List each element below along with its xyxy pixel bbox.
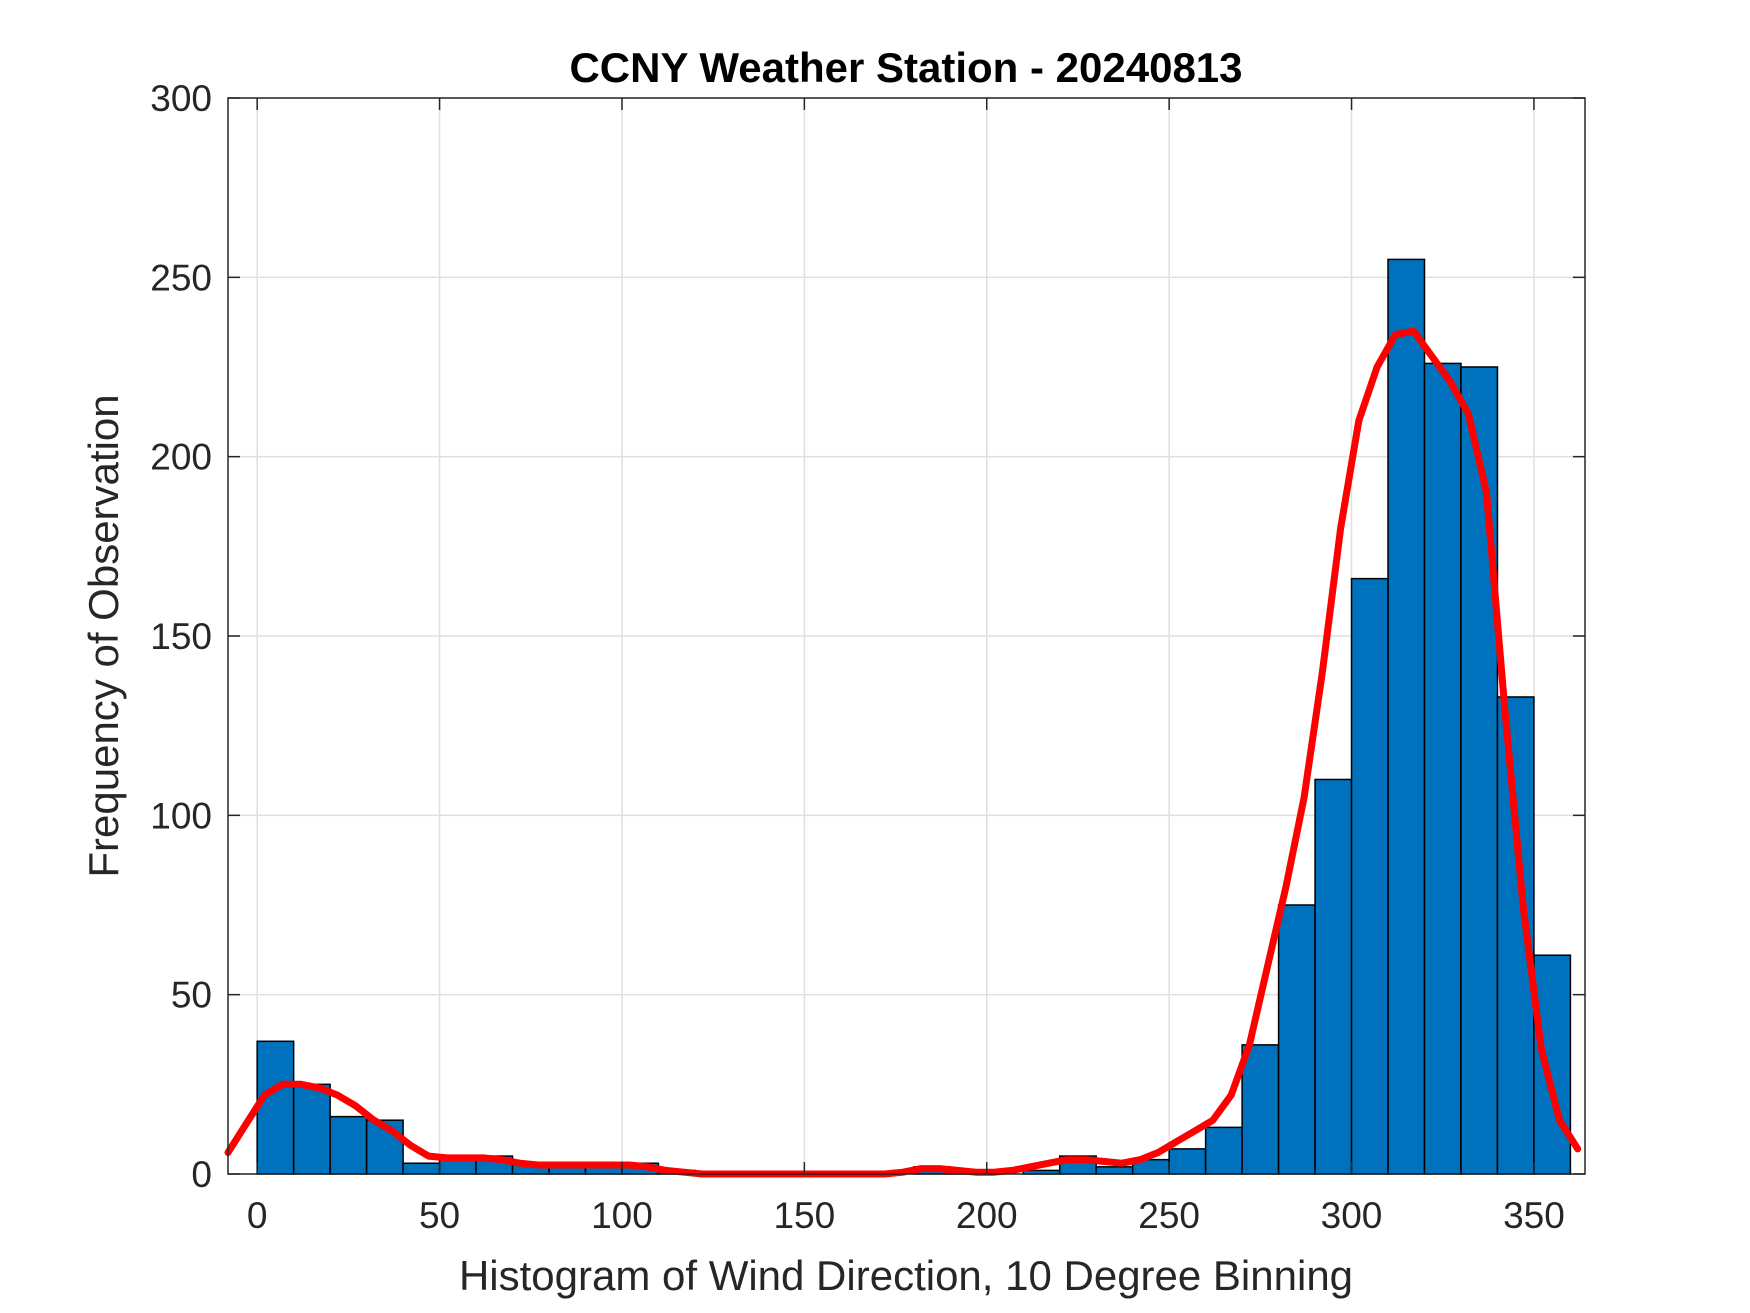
histogram-bar [1095,1166,1134,1175]
histogram-bar [1204,1126,1243,1175]
histogram-bar [1168,1148,1207,1175]
x-tick-label: 200 [956,1195,1018,1236]
plot-frame [227,97,1586,1175]
x-tick-label: 300 [1321,1195,1383,1236]
x-tick-label: 0 [247,1195,268,1236]
histogram-bar [1460,366,1499,1175]
x-tick-label: 250 [1138,1195,1200,1236]
density-curve [224,327,1582,1178]
x-axis-label: Histogram of Wind Direction, 10 Degree B… [459,1252,1353,1299]
axis-ticks: 0 50 100 150 200 250 300 350 0 50 100 150 200 250 300 [150,78,1585,1236]
histogram-bars [256,258,1572,1175]
histogram-bar [1423,362,1462,1175]
histogram-bar [1314,778,1353,1175]
histogram-bar [1350,577,1389,1175]
x-tick-label: 100 [591,1195,653,1236]
histogram-bar [402,1162,441,1175]
x-tick-label: 150 [773,1195,835,1236]
y-tick-label: 150 [150,616,212,657]
histogram-bar [256,1040,295,1175]
histogram-bar [1387,258,1426,1175]
histogram-bar [329,1115,368,1175]
y-tick-label: 0 [191,1154,212,1195]
y-tick-label: 100 [150,795,212,836]
y-tick-label: 200 [150,437,212,478]
y-tick-label: 250 [150,257,212,298]
x-tick-label: 350 [1503,1195,1565,1236]
histogram-bar [1277,904,1316,1175]
histogram-bar [292,1083,331,1175]
histogram-bar [1533,954,1572,1175]
y-axis-label: Frequency of Observation [80,394,127,877]
y-tick-label: 300 [150,78,212,119]
density-curve-line [224,327,1582,1178]
histogram-bar [1241,1044,1280,1175]
y-tick-label: 50 [171,975,212,1016]
chart-title: CCNY Weather Station - 20240813 [569,44,1242,91]
x-tick-label: 50 [419,1195,460,1236]
